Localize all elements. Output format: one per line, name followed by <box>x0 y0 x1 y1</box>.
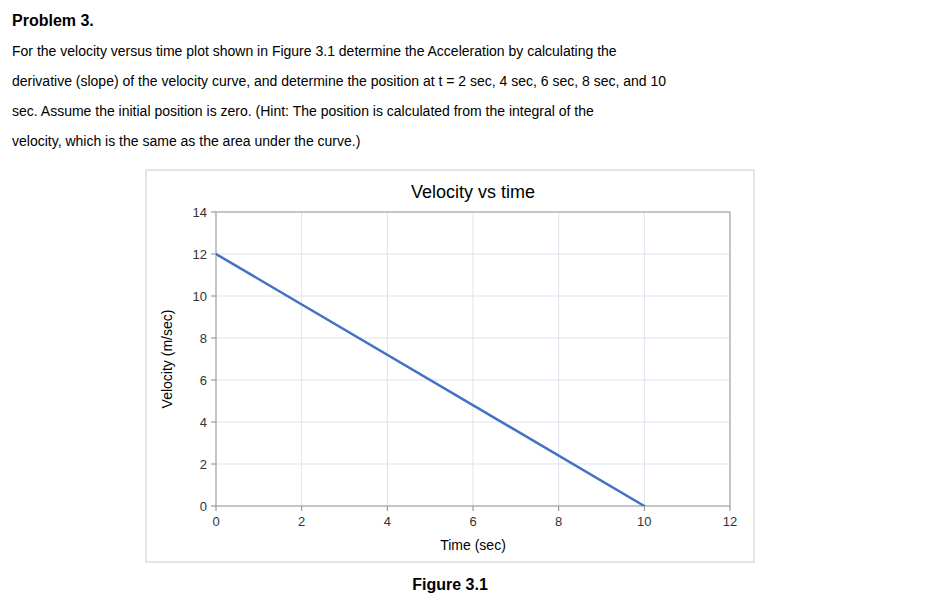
grid-line <box>216 380 730 381</box>
tick-mark <box>211 422 216 423</box>
grid-line <box>216 296 730 297</box>
grid-line <box>558 212 559 506</box>
tick-label: 4 <box>200 415 207 430</box>
tick-label: 2 <box>298 514 305 529</box>
tick-mark <box>558 506 559 511</box>
tick-mark <box>387 506 388 511</box>
tick-label: 14 <box>193 205 207 220</box>
tick-mark <box>211 254 216 255</box>
grid-line <box>473 212 474 506</box>
problem-text: derivative (slope) of the velocity curve… <box>12 73 666 89</box>
problem-text: For the velocity versus time plot shown … <box>12 43 617 59</box>
tick-label: 0 <box>212 514 219 529</box>
problem-text: sec. Assume the initial position is zero… <box>12 103 594 119</box>
grid-line <box>387 212 388 506</box>
tick-mark <box>211 464 216 465</box>
grid-line <box>644 212 645 506</box>
problem-title: Problem 3. <box>12 12 94 29</box>
tick-label: 0 <box>200 499 207 514</box>
tick-mark <box>473 506 474 511</box>
x-axis-label: Time (sec) <box>440 537 506 553</box>
tick-mark <box>730 506 731 511</box>
tick-label: 2 <box>200 457 207 472</box>
tick-label: 12 <box>193 247 207 262</box>
tick-label: 6 <box>469 514 476 529</box>
tick-label: 12 <box>723 514 737 529</box>
tick-mark <box>644 506 645 511</box>
tick-mark <box>211 338 216 339</box>
grid <box>216 212 730 506</box>
chart-border <box>146 170 754 562</box>
problem-text: velocity, which is the same as the area … <box>12 133 360 149</box>
grid-line <box>216 464 730 465</box>
tick-label: 10 <box>193 289 207 304</box>
grid-line <box>216 254 730 255</box>
grid-line <box>216 422 730 423</box>
velocity-line <box>216 254 644 506</box>
plot-frame <box>216 212 730 506</box>
tick-label: 10 <box>637 514 651 529</box>
tick-mark <box>216 506 217 511</box>
tick-mark <box>211 212 216 213</box>
chart-title: Velocity vs time <box>411 182 535 202</box>
tick-mark <box>301 506 302 511</box>
figure-caption: Figure 3.1 <box>412 576 488 593</box>
grid-line <box>216 338 730 339</box>
y-axis-label: Velocity (m/sec) <box>159 310 175 409</box>
tick-label: 8 <box>200 331 207 346</box>
series-group <box>216 254 644 506</box>
tick-label: 6 <box>200 373 207 388</box>
tick-mark <box>211 506 216 507</box>
page: Problem 3. For the velocity versus time p… <box>0 0 939 614</box>
tick-mark <box>211 296 216 297</box>
tick-mark <box>211 380 216 381</box>
tick-label: 4 <box>384 514 391 529</box>
grid-line <box>301 212 302 506</box>
tick-label: 8 <box>555 514 562 529</box>
